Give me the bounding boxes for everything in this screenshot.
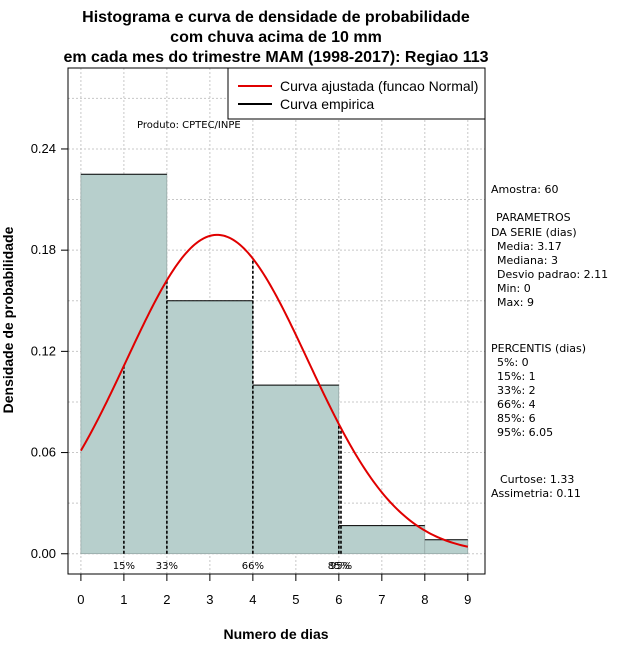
histogram-bar-1 (166, 300, 254, 555)
stat-mediana: Mediana: 3 (497, 254, 558, 267)
percentile-label-0: 15% (113, 561, 135, 572)
x-tick-label-8: 8 (421, 592, 428, 607)
stat-sample: Amostra: 60 (491, 183, 558, 196)
chart-title-line-3: em cada mes do trimestre MAM (1998-2017)… (63, 49, 488, 66)
x-tick-label-1: 1 (120, 592, 127, 607)
x-tick-label-3: 3 (206, 592, 213, 607)
stat-params-title-2: DA SERIE (dias) (491, 226, 577, 239)
legend-box (227, 67, 486, 120)
stat-p95: 95%: 6.05 (497, 426, 553, 439)
curve-layer (80, 233, 469, 548)
stat-p15: 15%: 1 (497, 370, 536, 383)
stat-p5: 5%: 0 (497, 356, 529, 369)
stat-curtose: Curtose: 1.33 (500, 473, 574, 486)
x-tick-label-5: 5 (292, 592, 299, 607)
histogram-bar-4 (424, 539, 469, 555)
stat-assimetria: Assimetria: 0.11 (491, 487, 581, 500)
stat-max: Max: 9 (497, 296, 534, 309)
percentile-layer: 15% 33% 66% 85%95% (113, 258, 352, 572)
x-axis-label: Numero de dias (223, 626, 328, 642)
y-tick-label-2: 0.12 (31, 343, 56, 358)
stat-p33: 33%: 2 (497, 384, 536, 397)
stat-percentis-title: PERCENTIS (dias) (491, 342, 586, 355)
y-tick-label-1: 0.06 (31, 445, 56, 460)
bars-layer (80, 173, 469, 555)
x-tick-label-9: 9 (464, 592, 471, 607)
histogram-bar-3 (338, 525, 426, 555)
chart-title-line-1: Histograma e curva de densidade de proba… (82, 9, 470, 26)
stat-p66: 66%: 4 (497, 398, 536, 411)
x-tick-label-6: 6 (335, 592, 342, 607)
legend: Curva ajustada (funcao Normal) Curva emp… (227, 67, 486, 120)
stat-desvio: Desvio padrao: 2.11 (497, 268, 608, 281)
legend-label-normal: Curva ajustada (funcao Normal) (280, 78, 478, 94)
y-tick-label-4: 0.24 (31, 141, 56, 156)
axis-layer: 0 1 2 3 4 5 6 7 8 9 0.00 0.06 0.12 0.18 0.24 (31, 141, 472, 607)
product-annotation: Produto: CPTEC/INPE (137, 120, 241, 131)
x-tick-label-7: 7 (378, 592, 385, 607)
empirical-layer (80, 173, 468, 541)
stat-media: Media: 3.17 (497, 240, 562, 253)
histogram-bar-2 (252, 384, 340, 555)
y-tick-label-0: 0.00 (31, 546, 56, 561)
percentile-label-1: 33% (156, 561, 178, 572)
y-axis-label: Densidade de probabilidade (0, 226, 16, 413)
y-tick-label-3: 0.18 (31, 242, 56, 257)
x-tick-label-2: 2 (163, 592, 170, 607)
x-tick-label-0: 0 (77, 592, 84, 607)
stat-params-title-1: PARAMETROS (496, 211, 571, 224)
x-tick-label-4: 4 (249, 592, 256, 607)
percentile-label-2: 66% (242, 561, 264, 572)
chart-title-line-2: com chuva acima de 10 mm (170, 29, 382, 46)
stat-min: Min: 0 (497, 282, 531, 295)
percentile-label-4: 95% (330, 561, 352, 572)
stat-p85: 85%: 6 (497, 412, 536, 425)
normal-fit-curve (80, 233, 469, 548)
stats-panel: Amostra: 60 PARAMETROS DA SERIE (dias) M… (491, 183, 608, 500)
legend-label-empirical: Curva empirica (280, 96, 374, 112)
percentile-label-3: 85% (328, 561, 350, 572)
